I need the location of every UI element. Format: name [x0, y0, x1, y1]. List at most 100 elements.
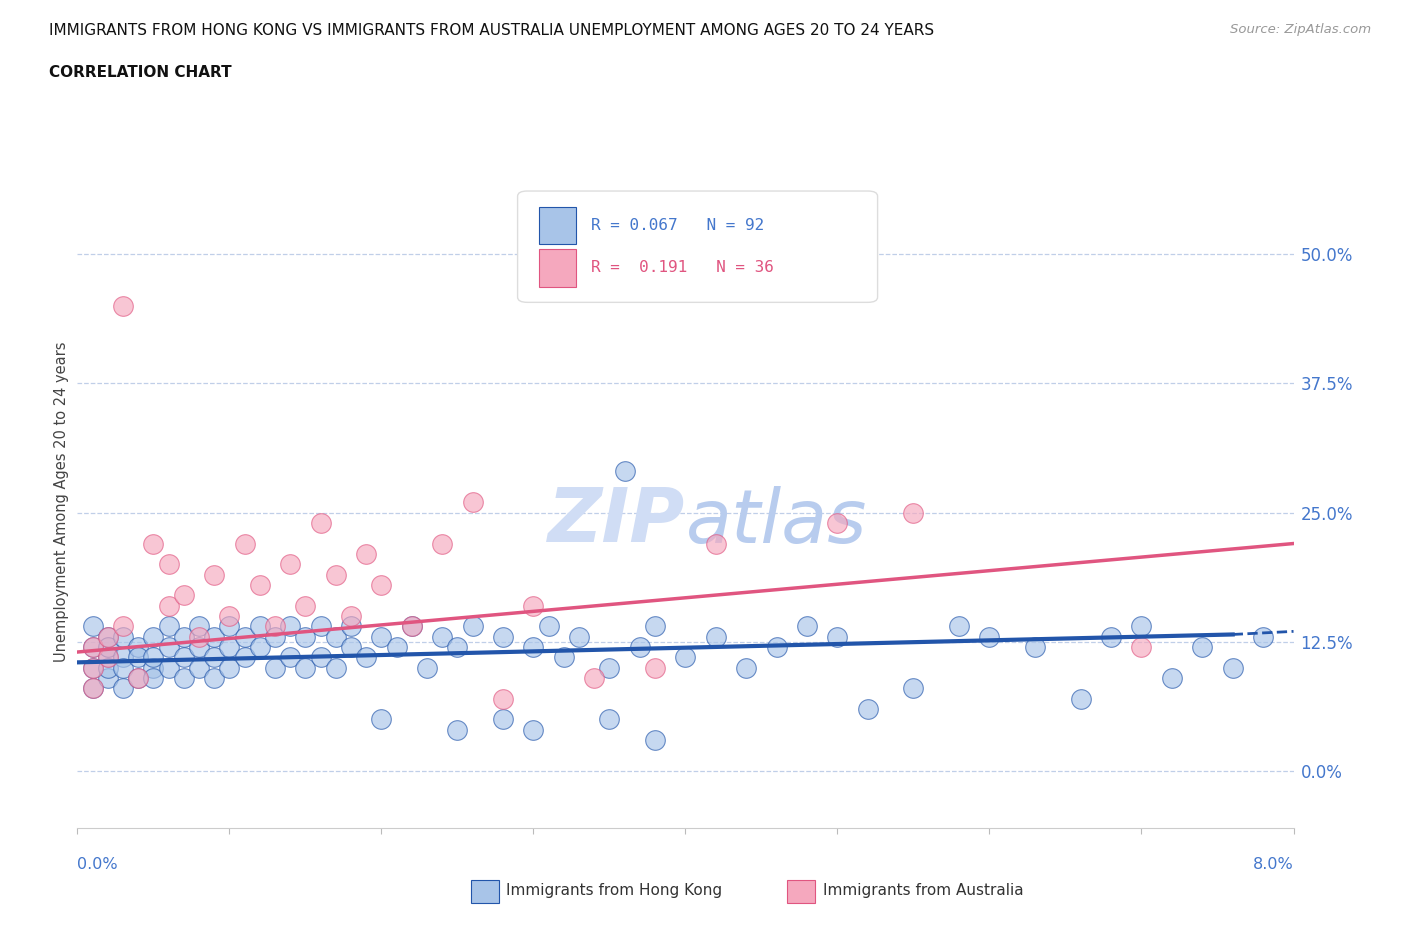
Point	[249, 640, 271, 655]
Point	[903, 681, 925, 696]
Point	[111, 660, 134, 675]
Point	[1161, 671, 1184, 685]
Point	[202, 629, 225, 644]
Point	[1070, 691, 1092, 706]
Point	[97, 650, 120, 665]
Point	[598, 660, 620, 675]
Point	[644, 733, 666, 748]
Point	[1099, 629, 1122, 644]
Point	[157, 660, 180, 675]
Point	[264, 660, 287, 675]
Point	[97, 671, 120, 685]
Point	[173, 650, 195, 665]
Point	[111, 650, 134, 665]
Point	[1191, 640, 1213, 655]
FancyBboxPatch shape	[540, 206, 576, 245]
Point	[188, 640, 211, 655]
Point	[583, 671, 606, 685]
Point	[354, 547, 377, 562]
Point	[948, 618, 970, 633]
Point	[294, 629, 316, 644]
Point	[432, 629, 454, 644]
Point	[82, 681, 104, 696]
Point	[522, 598, 544, 613]
Y-axis label: Unemployment Among Ages 20 to 24 years: Unemployment Among Ages 20 to 24 years	[53, 342, 69, 662]
Point	[82, 640, 104, 655]
Point	[537, 618, 560, 633]
Point	[142, 629, 165, 644]
Text: 0.0%: 0.0%	[77, 857, 118, 872]
Point	[675, 650, 697, 665]
Point	[309, 618, 332, 633]
Point	[233, 650, 256, 665]
Point	[325, 660, 347, 675]
Point	[432, 536, 454, 551]
Point	[142, 536, 165, 551]
Point	[111, 618, 134, 633]
Point	[401, 618, 423, 633]
Point	[157, 557, 180, 572]
Point	[294, 660, 316, 675]
Point	[568, 629, 591, 644]
Point	[309, 650, 332, 665]
Point	[111, 299, 134, 313]
Text: Source: ZipAtlas.com: Source: ZipAtlas.com	[1230, 23, 1371, 36]
Point	[1251, 629, 1274, 644]
Point	[522, 640, 544, 655]
Point	[370, 578, 392, 592]
Point	[492, 629, 515, 644]
FancyBboxPatch shape	[517, 191, 877, 302]
Point	[249, 618, 271, 633]
Point	[340, 608, 363, 623]
Point	[385, 640, 408, 655]
Point	[598, 711, 620, 726]
Point	[644, 660, 666, 675]
Text: CORRELATION CHART: CORRELATION CHART	[49, 65, 232, 80]
Point	[249, 578, 271, 592]
Point	[111, 681, 134, 696]
Point	[82, 660, 104, 675]
Point	[796, 618, 818, 633]
Point	[127, 640, 149, 655]
Point	[97, 660, 120, 675]
Point	[188, 629, 211, 644]
Point	[278, 618, 301, 633]
Point	[278, 650, 301, 665]
Point	[218, 618, 240, 633]
Point	[704, 629, 727, 644]
Point	[903, 505, 925, 520]
Point	[735, 660, 758, 675]
Point	[127, 671, 149, 685]
Point	[1130, 618, 1153, 633]
Text: R =  0.191   N = 36: R = 0.191 N = 36	[591, 260, 773, 275]
Point	[264, 629, 287, 644]
Point	[644, 618, 666, 633]
Point	[704, 536, 727, 551]
Text: Immigrants from Hong Kong: Immigrants from Hong Kong	[506, 884, 723, 898]
Point	[188, 618, 211, 633]
Point	[340, 640, 363, 655]
Point	[233, 536, 256, 551]
Point	[97, 650, 120, 665]
FancyBboxPatch shape	[540, 249, 576, 286]
Point	[827, 515, 849, 530]
Point	[492, 691, 515, 706]
Point	[202, 671, 225, 685]
Point	[1222, 660, 1244, 675]
Point	[97, 629, 120, 644]
Point	[325, 629, 347, 644]
Text: atlas: atlas	[686, 485, 868, 558]
Point	[628, 640, 651, 655]
Point	[1130, 640, 1153, 655]
Point	[202, 650, 225, 665]
Point	[979, 629, 1001, 644]
Point	[82, 640, 104, 655]
Text: ZIP: ZIP	[548, 485, 686, 558]
Point	[446, 640, 468, 655]
Point	[294, 598, 316, 613]
Point	[278, 557, 301, 572]
Point	[309, 515, 332, 530]
Point	[856, 701, 879, 716]
Text: Immigrants from Australia: Immigrants from Australia	[823, 884, 1024, 898]
Point	[142, 650, 165, 665]
